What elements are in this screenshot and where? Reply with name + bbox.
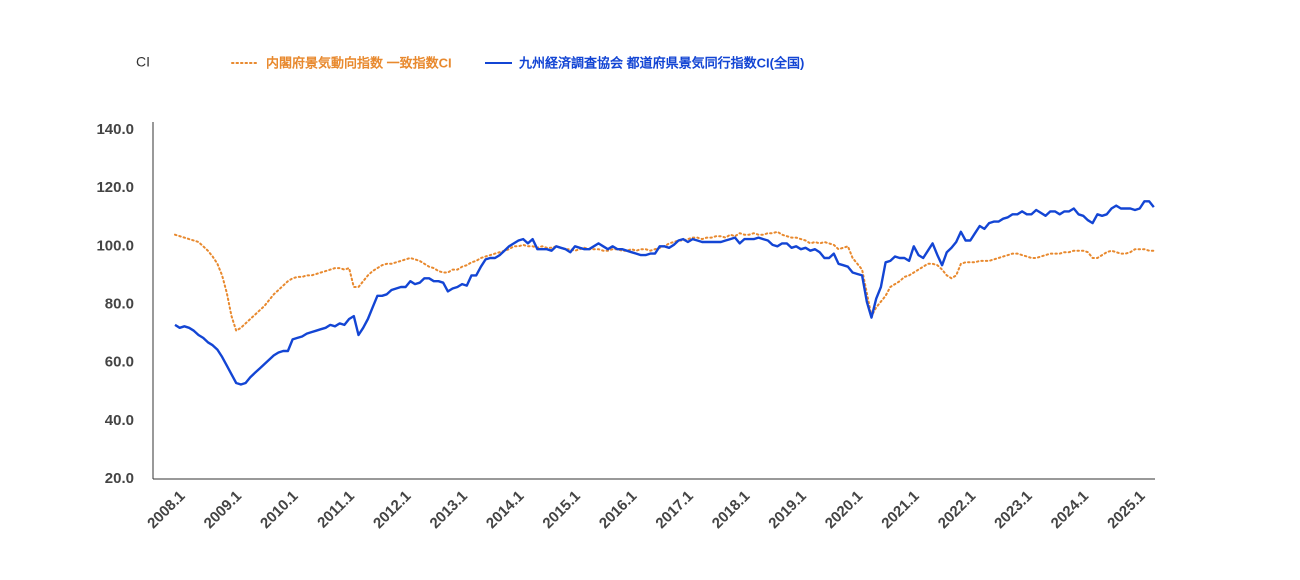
legend-label: 内閣府景気動向指数 一致指数CI: [266, 55, 452, 70]
x-tick-label: 2019.1: [765, 488, 809, 532]
y-axis-label: CI: [136, 54, 150, 70]
x-tick-label: 2021.1: [878, 488, 922, 532]
x-tick-label: 2009.1: [201, 488, 245, 532]
x-tick-label: 2022.1: [935, 488, 979, 532]
x-tick-label: 2010.1: [257, 488, 301, 532]
y-tick-label: 40.0: [105, 412, 134, 429]
x-tick-label: 2012.1: [370, 488, 414, 532]
y-tick-label: 80.0: [105, 295, 134, 312]
x-tick-label: 2023.1: [991, 488, 1035, 532]
x-tick-label: 2008.1: [144, 488, 188, 532]
x-tick-label: 2017.1: [652, 488, 696, 532]
series-line: [174, 200, 1155, 386]
x-tick-label: 2014.1: [483, 488, 527, 532]
x-tick-label: 2018.1: [709, 488, 753, 532]
x-tick-label: 2020.1: [822, 488, 866, 532]
x-tick-label: 2025.1: [1104, 488, 1148, 532]
x-tick-label: 2015.1: [539, 488, 583, 532]
x-tick-label: 2013.1: [427, 488, 471, 532]
y-tick-label: 140.0: [96, 121, 134, 138]
x-tick-label: 2011.1: [314, 488, 358, 532]
y-tick-label: 20.0: [105, 470, 134, 487]
legend-label: 九州経済調査協会 都道府県景気同行指数CI(全国): [518, 55, 804, 70]
x-tick-label: 2024.1: [1048, 488, 1092, 532]
y-tick-label: 120.0: [96, 179, 134, 196]
y-tick-label: 100.0: [96, 237, 134, 254]
x-tick-label: 2016.1: [596, 488, 640, 532]
y-tick-label: 60.0: [105, 354, 134, 371]
